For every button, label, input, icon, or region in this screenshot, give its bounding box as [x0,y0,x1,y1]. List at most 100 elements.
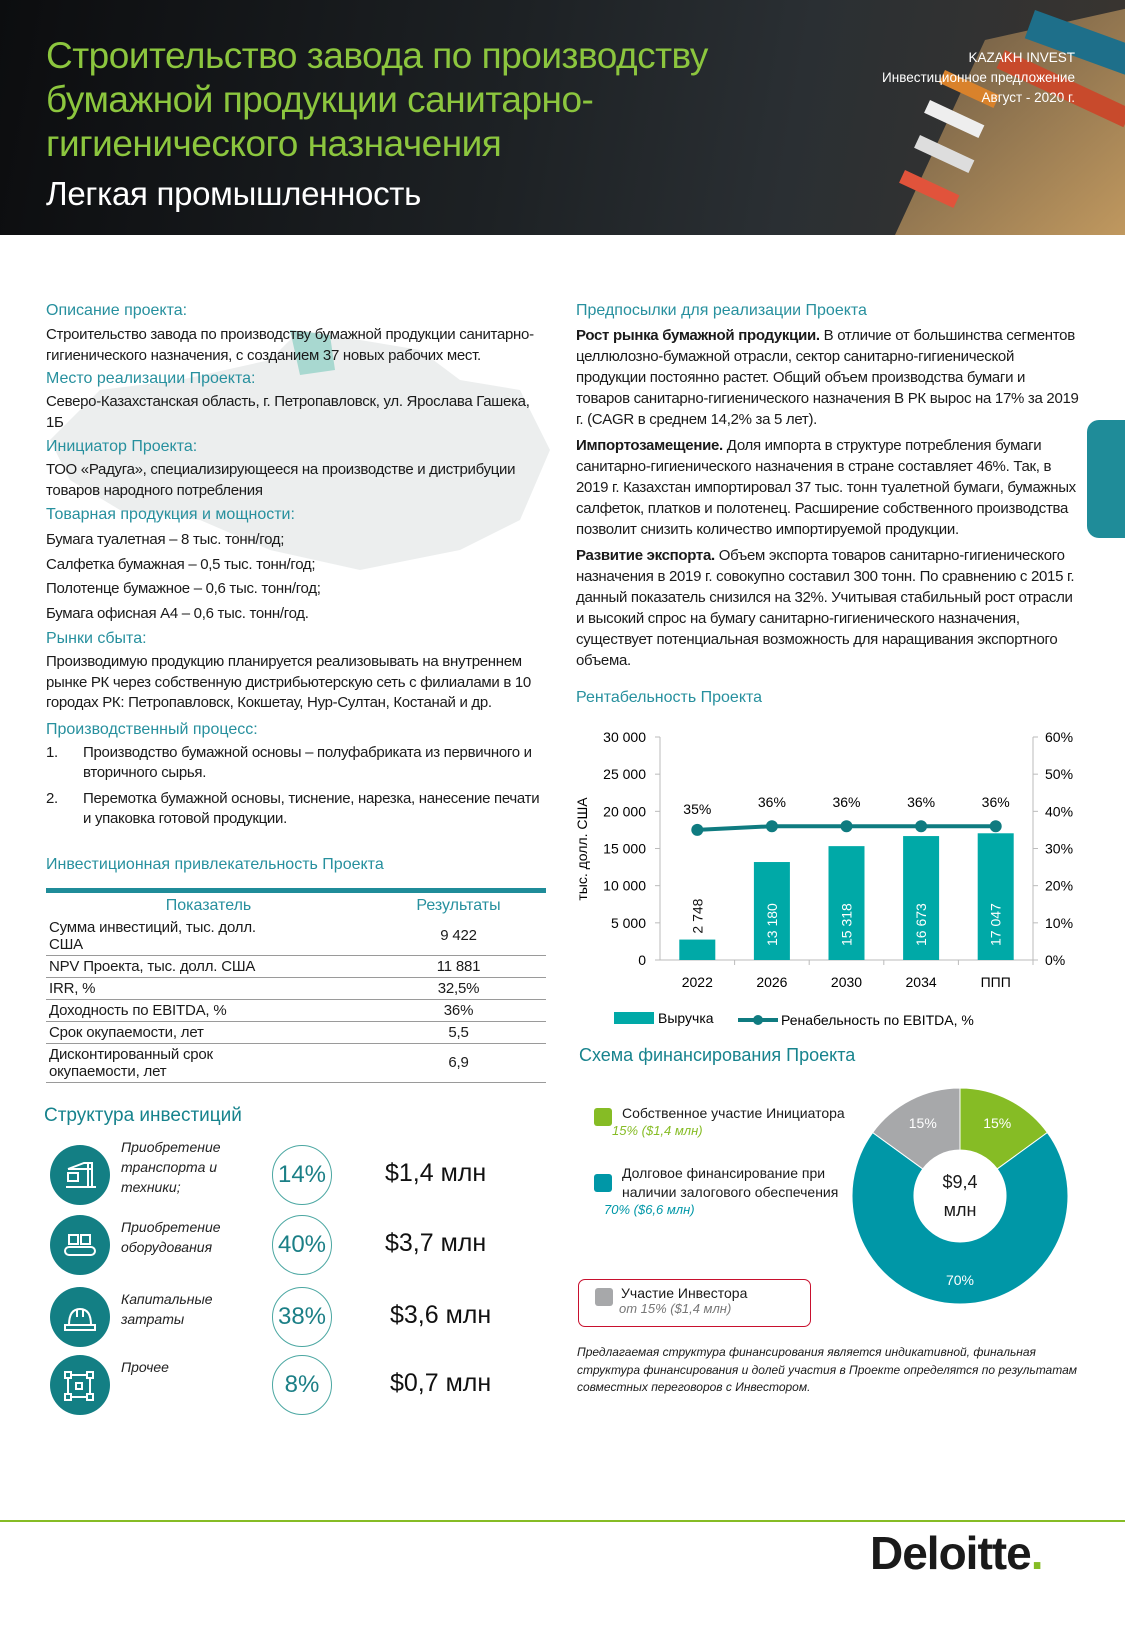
y-tick-label: 30 000 [603,729,646,745]
markets-title: Рынки сбыта: [46,630,147,647]
y-tick-label: 10 000 [603,878,646,894]
structure-amount: $0,7 млн [390,1368,492,1397]
legend-investor: Участие Инвестора от 15% ($1,4 млн) [578,1279,811,1327]
bar-value-label: 15 318 [839,903,855,946]
x-tick-label: 2022 [682,974,713,990]
process-title: Производственный процесс: [46,720,258,738]
ebitda-label: 36% [982,794,1010,810]
document-title: Строительство завода по производству бум… [46,35,708,164]
financing-title: Схема финансирования Проекта [579,1045,856,1065]
structure-label: Приобретение оборудования [121,1218,221,1255]
structure-amount: $1,4 млн [385,1158,487,1187]
y2-tick-label: 0% [1045,952,1065,968]
logo-text: Deloitte [870,1527,1032,1579]
structure-percent: 40% [272,1214,332,1275]
x-tick-label: 2030 [831,974,862,990]
bar-value-label: 13 180 [764,903,780,946]
bar-revenue [828,846,865,960]
x-tick-label: 2034 [906,974,937,990]
hard-hat-icon [50,1286,110,1347]
structure-title: Структура инвестиций [44,1104,242,1126]
structure-label: Капитальные затраты [121,1290,213,1327]
donut-center: $9,4 млн [920,1168,1000,1224]
paragraph-text: В отличие от большинства сегментов целлю… [576,327,1079,428]
location-title: Место реализации Проекта: [46,370,256,387]
bar-value-label: 16 673 [913,903,929,946]
row-label: Сумма инвестиций, тыс. долл. США [46,916,371,956]
side-tab [1087,420,1125,538]
process-step: 2. Перемотка бумажной основы, тиснение, н… [46,789,546,830]
bar-revenue [679,939,716,960]
y2-tick-label: 50% [1045,766,1073,782]
bar-revenue [753,862,790,960]
left-column: Описание проекта: Строительство завода п… [44,302,546,1417]
ebitda-label: 36% [907,794,935,810]
ebitda-point [915,820,928,833]
process-step: 1. Производство бумажной основы – полуфаб… [46,743,546,784]
header-meta: KAZAKH INVEST Инвестиционное предложение… [882,48,1075,108]
financing-donut-chart: 15% 70% 15% [851,1087,1069,1304]
profitability-title: Рентабельность Проекта [576,689,763,706]
structure-label: Прочее [121,1358,169,1375]
donut-unit: млн [943,1200,977,1220]
y2-tick-label: 30% [1045,841,1073,857]
row-value: 36% [371,999,546,1022]
donut-slice-label: 15% [909,1115,937,1131]
ebitda-point [765,820,778,833]
legend-sub: от 15% ($1,4 млн) [619,1301,732,1316]
step-text: Производство бумажной основы – полуфабри… [83,743,532,782]
legend-line-label: Ренабельность по EBITDA, % [781,1012,974,1028]
row-value: 32,5% [371,977,546,1000]
table-row: Сумма инвестиций, тыс. долл. США 9 422 [46,916,546,956]
paragraph-heading: Рост рынка бумажной продукции. [576,327,820,344]
legend-swatch [594,1108,612,1126]
prereq-paragraph: Развитие экспорта. Объем экспорта товаро… [576,545,1081,671]
legend-debt: Долговое финансирование при наличии зало… [594,1164,850,1217]
y2-tick-label: 20% [1045,878,1073,894]
product-item: Бумага офисная А4 – 0,6 тыс. тонн/год. [46,604,309,622]
y2-tick-label: 10% [1045,915,1073,931]
location-text: Северо-Казахстанская область, г. Петропа… [46,393,530,431]
legend-line-marker [753,1015,763,1025]
col-indicator: Показатель [165,896,252,914]
initiator-text: ТОО «Радуга», специализирующееся на прои… [46,461,516,499]
ebitda-label: 36% [758,794,786,810]
legend-label: Собственное участие Инициатора [622,1105,845,1121]
structure-percent: 14% [272,1144,332,1205]
structure-amount: $3,7 млн [385,1228,487,1257]
products-title: Товарная продукция и мощности: [46,506,295,523]
ebitda-label: 35% [683,801,711,817]
x-tick-label: ППП [981,974,1011,990]
logo-dot: . [1030,1527,1044,1579]
x-tick-label: 2026 [756,974,787,990]
network-icon [50,1354,110,1415]
footer-divider [0,1520,1125,1522]
bar-revenue [903,836,940,960]
profitability-chart: 0 0% 5 000 10% 10 000 20% 15 000 30% 20 000 40% 25… [574,729,1073,1028]
ebitda-point [840,820,853,833]
donut-slice [871,1087,961,1170]
paragraph-heading: Импортозамещение. [576,437,723,454]
org-name: KAZAKH INVEST [968,50,1075,65]
row-value: 6,9 [371,1043,546,1083]
legend-label: Долговое финансирование при наличии зало… [622,1165,839,1200]
prereq-title: Предпосылки для реализации Проекта [576,302,867,319]
kazakhstan-map [50,330,550,570]
donut-total: $9,4 [942,1172,978,1192]
y2-tick-label: 60% [1045,729,1073,745]
ebitda-point [691,823,704,836]
legend-sub: 70% ($6,6 млн) [604,1202,695,1217]
table-row: Доходность по EBITDA, % 36% [46,999,546,1022]
paragraph-text: Доля импорта в структуре потребления бум… [576,437,1076,538]
header-banner: Строительство завода по производству бум… [0,0,1125,235]
row-label: Дисконтированный срок окупаемости, лет [46,1043,371,1083]
financing-note: Предлагаемая структура финансирования яв… [577,1345,1077,1394]
legend-bar-swatch [614,1012,654,1024]
crane-icon [50,1144,110,1205]
right-column: Предпосылки для реализации Проекта Рост … [560,302,1080,1404]
y-axis-label: тыс. долл. США [574,797,590,901]
step-number: 1. [46,743,58,761]
y-tick-label: 0 [638,952,646,968]
y2-tick-label: 40% [1045,803,1073,819]
ebitda-point [989,820,1002,833]
